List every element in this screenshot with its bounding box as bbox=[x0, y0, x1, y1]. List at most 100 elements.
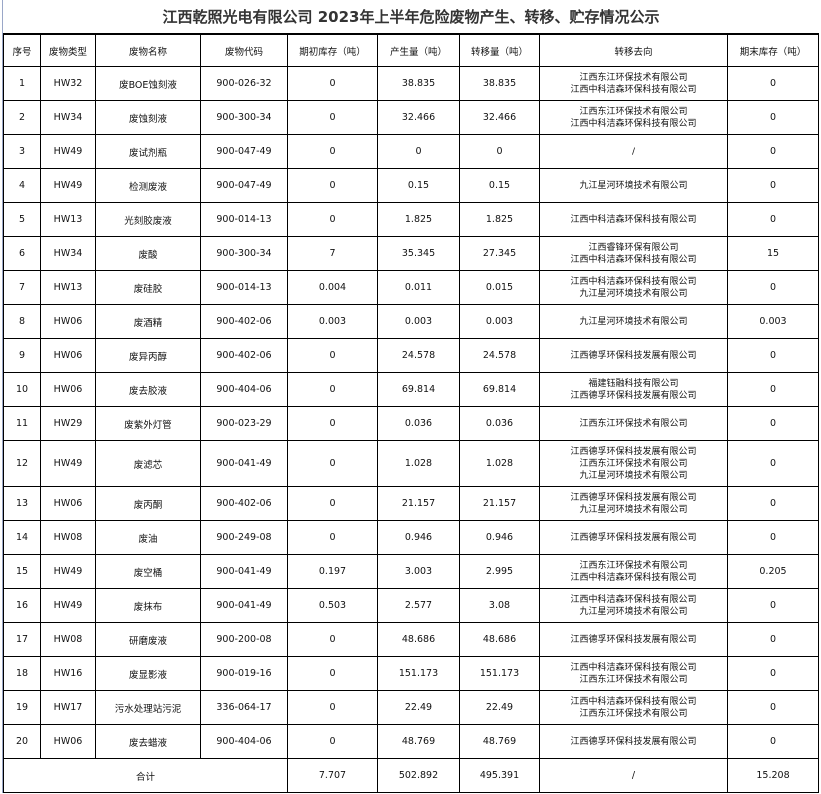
waste-type: HW34 bbox=[40, 236, 96, 271]
table-row: 5 HW13 光刻胶废液 900-014-13 0 1.825 1.825 江西中科洁森环保科… bbox=[3, 202, 819, 237]
closing-stock: 0 bbox=[727, 520, 819, 555]
produced-amount: 1.825 bbox=[377, 202, 460, 237]
produced-amount: 0.003 bbox=[377, 304, 460, 339]
produced-amount: 69.814 bbox=[377, 372, 460, 407]
transferred-amount: 22.49 bbox=[459, 690, 540, 725]
row-number: 8 bbox=[3, 304, 41, 339]
waste-name: 废滤芯 bbox=[95, 440, 201, 487]
table-row: 11 HW29 废紫外灯管 900-023-29 0 0.036 0.036 江西东江环保技术… bbox=[3, 406, 819, 441]
destination-company: 江西德孚环保科技发展有限公司 bbox=[570, 350, 697, 361]
waste-code: 900-402-06 bbox=[200, 338, 288, 373]
destination-company: 江西中科洁森环保科技有限公司 bbox=[570, 696, 697, 707]
transfer-destination: 江西中科洁森环保科技有限公司 江西东江环保技术有限公司 bbox=[539, 690, 728, 725]
destination-company: 九江星河环境技术有限公司 bbox=[579, 316, 688, 327]
destination-company: 江西东江环保技术有限公司 bbox=[579, 106, 688, 117]
row-number: 4 bbox=[3, 168, 41, 203]
transfer-destination: 江西东江环保技术有限公司 江西中科洁森环保科技有限公司 bbox=[539, 100, 728, 135]
destination-company: 九江星河环境技术有限公司 bbox=[579, 504, 688, 515]
waste-type: HW06 bbox=[40, 724, 96, 759]
destination-company: 九江星河环境技术有限公司 bbox=[579, 180, 688, 191]
transferred-amount: 0.15 bbox=[459, 168, 540, 203]
closing-stock: 0 bbox=[727, 100, 819, 135]
row-number: 17 bbox=[3, 622, 41, 657]
transferred-amount: 0.946 bbox=[459, 520, 540, 555]
transferred-amount: 0.036 bbox=[459, 406, 540, 441]
waste-name: 废空桶 bbox=[95, 554, 201, 589]
waste-type: HW34 bbox=[40, 100, 96, 135]
waste-name: 废蚀刻液 bbox=[95, 100, 201, 135]
transfer-destination: 江西中科洁森环保科技有限公司 九江星河环境技术有限公司 bbox=[539, 270, 728, 305]
waste-type: HW06 bbox=[40, 486, 96, 521]
closing-stock: 0 bbox=[727, 338, 819, 373]
table-row: 19 HW17 污水处理站污泥 336-064-17 0 22.49 22.49 江西中科洁森… bbox=[3, 690, 819, 725]
closing-stock: 0 bbox=[727, 372, 819, 407]
waste-type: HW49 bbox=[40, 168, 96, 203]
produced-amount: 48.686 bbox=[377, 622, 460, 657]
row-number: 18 bbox=[3, 656, 41, 691]
column-header: 转移量（吨） bbox=[459, 34, 540, 67]
waste-code: 900-404-06 bbox=[200, 724, 288, 759]
destination-company: 九江星河环境技术有限公司 bbox=[579, 606, 688, 617]
waste-type: HW08 bbox=[40, 520, 96, 555]
destination-company: 九江星河环境技术有限公司 bbox=[579, 288, 688, 299]
opening-stock: 0.003 bbox=[287, 304, 378, 339]
transfer-destination: 江西睿锋环保有限公司 江西中科洁森环保科技有限公司 bbox=[539, 236, 728, 271]
produced-amount: 0.946 bbox=[377, 520, 460, 555]
produced-amount: 0.15 bbox=[377, 168, 460, 203]
waste-name: 废油 bbox=[95, 520, 201, 555]
table-row: 7 HW13 废硅胶 900-014-13 0.004 0.011 0.015 江西中科洁森环… bbox=[3, 270, 819, 305]
produced-amount: 1.028 bbox=[377, 440, 460, 487]
produced-amount: 32.466 bbox=[377, 100, 460, 135]
transferred-amount: 69.814 bbox=[459, 372, 540, 407]
transfer-destination: 江西东江环保技术有限公司 江西中科洁森环保科技有限公司 bbox=[539, 554, 728, 589]
waste-type: HW13 bbox=[40, 202, 96, 237]
table-row: 10 HW06 废去胶液 900-404-06 0 69.814 69.814 福建钰融科技有… bbox=[3, 372, 819, 407]
closing-stock: 0 bbox=[727, 622, 819, 657]
row-number: 15 bbox=[3, 554, 41, 589]
destination-company: 江西东江环保技术有限公司 bbox=[579, 458, 688, 469]
waste-code: 900-019-16 bbox=[200, 656, 288, 691]
transferred-amount: 21.157 bbox=[459, 486, 540, 521]
table-row: 8 HW06 废酒精 900-402-06 0.003 0.003 0.003 九江星河环境技… bbox=[3, 304, 819, 339]
transferred-amount: 0 bbox=[459, 134, 540, 169]
produced-amount: 0.011 bbox=[377, 270, 460, 305]
row-number: 10 bbox=[3, 372, 41, 407]
waste-name: 光刻胶废液 bbox=[95, 202, 201, 237]
header-row: 序号 废物类型 废物名称 废物代码 期初库存（吨） 产生量（吨） 转移量（吨） 转移去向 期末库… bbox=[3, 34, 819, 67]
table-row: 15 HW49 废空桶 900-041-49 0.197 3.003 2.995 江西东江环保… bbox=[3, 554, 819, 589]
transfer-destination: 九江星河环境技术有限公司 bbox=[539, 168, 728, 203]
opening-stock: 0 bbox=[287, 372, 378, 407]
transferred-amount: 48.769 bbox=[459, 724, 540, 759]
opening-stock: 0 bbox=[287, 168, 378, 203]
waste-type: HW32 bbox=[40, 66, 96, 101]
closing-stock: 0 bbox=[727, 202, 819, 237]
destination-company: / bbox=[631, 146, 636, 157]
destination-company: 福建钰融科技有限公司 bbox=[588, 378, 679, 389]
waste-type: HW49 bbox=[40, 588, 96, 623]
opening-stock: 0 bbox=[287, 406, 378, 441]
waste-type: HW06 bbox=[40, 304, 96, 339]
closing-stock: 0 bbox=[727, 66, 819, 101]
waste-code: 900-041-49 bbox=[200, 440, 288, 487]
waste-name: 废试剂瓶 bbox=[95, 134, 201, 169]
destination-company: 江西中科洁森环保科技有限公司 bbox=[570, 572, 697, 583]
destination-company: 江西东江环保技术有限公司 bbox=[579, 72, 688, 83]
waste-name: 废丙酮 bbox=[95, 486, 201, 521]
row-number: 7 bbox=[3, 270, 41, 305]
column-header: 期初库存（吨） bbox=[287, 34, 378, 67]
opening-stock: 0 bbox=[287, 66, 378, 101]
row-number: 6 bbox=[3, 236, 41, 271]
waste-code: 900-014-13 bbox=[200, 202, 288, 237]
transfer-destination: 江西德孚环保科技发展有限公司 bbox=[539, 338, 728, 373]
column-header: 废物类型 bbox=[40, 34, 96, 67]
waste-type: HW17 bbox=[40, 690, 96, 725]
closing-stock: 0 bbox=[727, 724, 819, 759]
opening-stock: 0.197 bbox=[287, 554, 378, 589]
waste-table: 序号 废物类型 废物名称 废物代码 期初库存（吨） 产生量（吨） 转移量（吨） 转移去向 期末库… bbox=[3, 34, 819, 793]
destination-company: 江西中科洁森环保科技有限公司 bbox=[570, 254, 697, 265]
table-row: 4 HW49 检测废液 900-047-49 0 0.15 0.15 九江星河环境技术有限公司… bbox=[3, 168, 819, 203]
transfer-destination: 江西中科洁森环保科技有限公司 bbox=[539, 202, 728, 237]
opening-stock: 0 bbox=[287, 100, 378, 135]
transferred-amount: 38.835 bbox=[459, 66, 540, 101]
waste-type: HW49 bbox=[40, 440, 96, 487]
